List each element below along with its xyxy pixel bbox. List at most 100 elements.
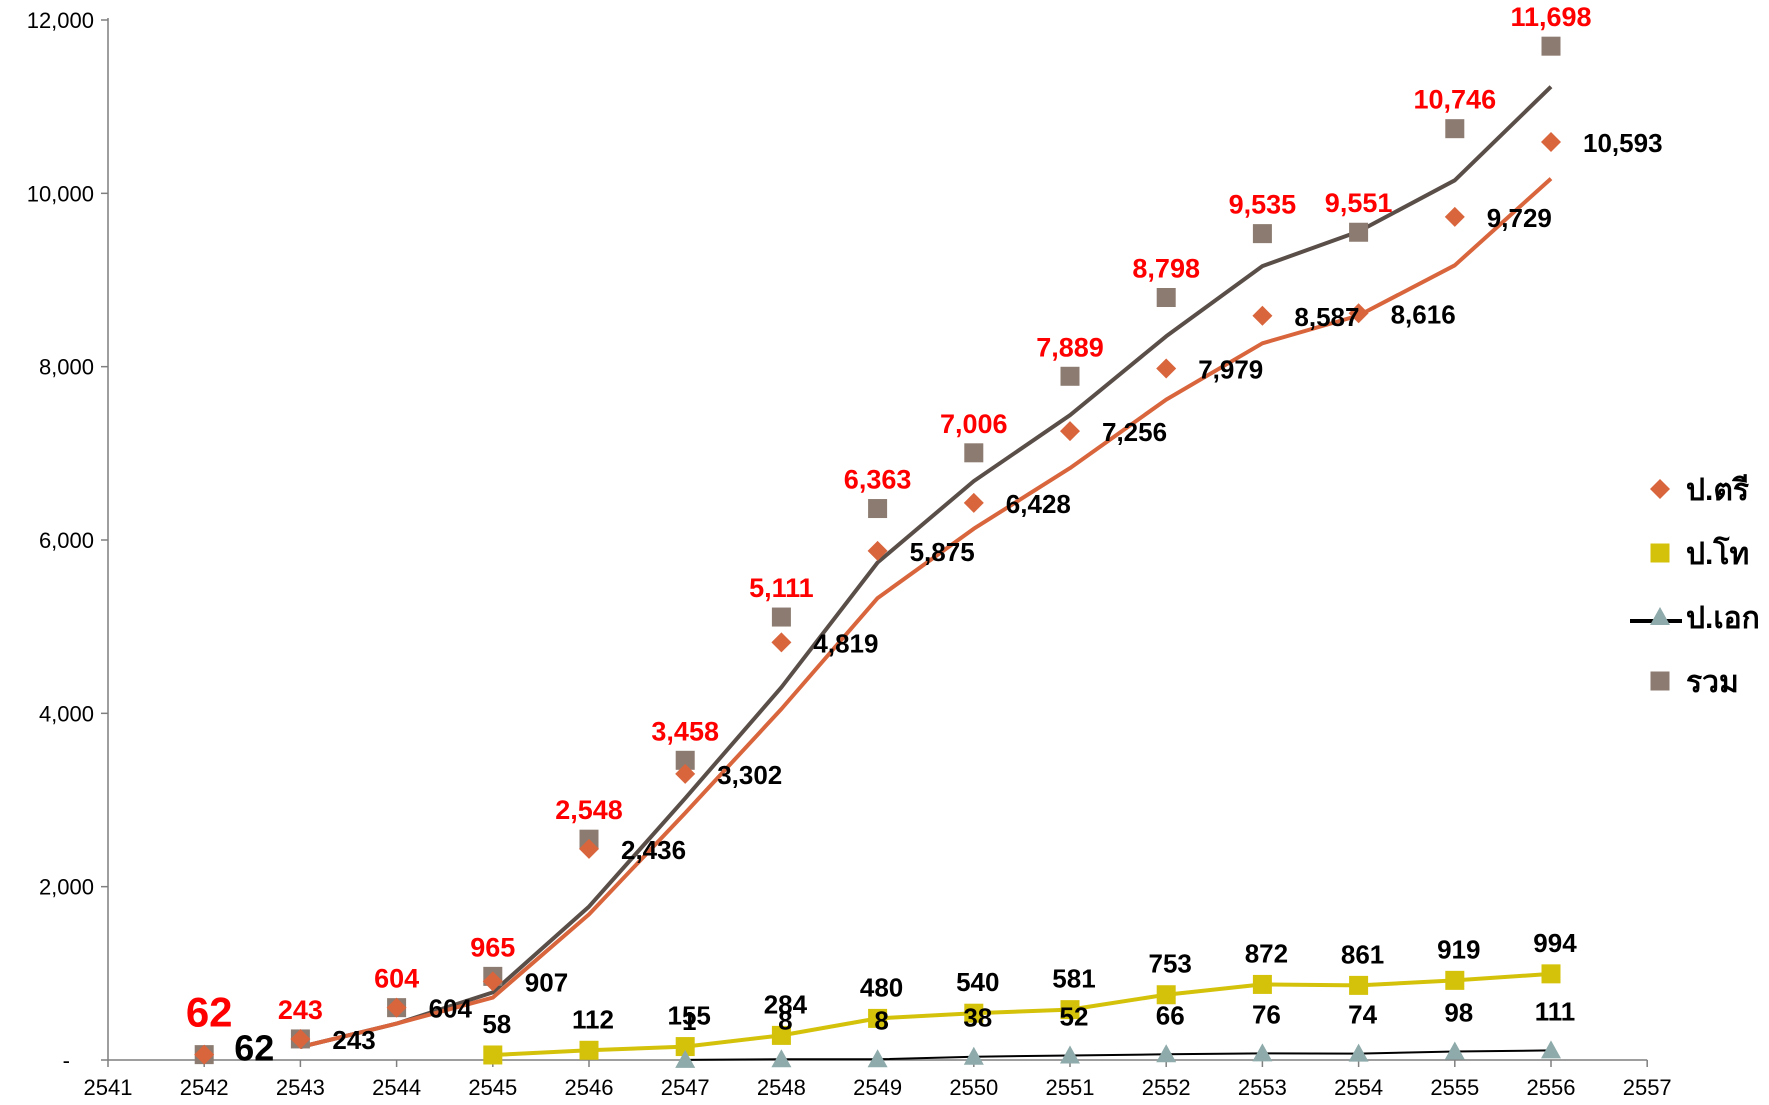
bachelor-point: [1444, 206, 1465, 227]
y-tick-label: 8,000: [39, 355, 94, 380]
legend-label: ป.เอก: [1686, 602, 1760, 635]
phd-data-label: 38: [963, 1003, 992, 1033]
bachelor-data-label: 10,593: [1583, 128, 1663, 158]
phd-point: [963, 1046, 984, 1065]
total-data-label: 62: [186, 989, 233, 1036]
total-point: [1252, 224, 1272, 244]
total-data-label: 7,889: [1036, 332, 1104, 362]
legend-swatch: [1650, 479, 1670, 499]
y-tick-label: 2,000: [39, 875, 94, 900]
master-point: [579, 1040, 599, 1060]
total-data-label: 7,006: [940, 409, 1008, 439]
legend-swatch: [1650, 543, 1670, 563]
bachelor-point: [1156, 358, 1177, 379]
x-tick-label: 2553: [1238, 1075, 1287, 1100]
total-point: [1060, 366, 1080, 386]
master-data-label: 753: [1149, 949, 1192, 979]
bachelor-data-label: 7,979: [1198, 354, 1263, 384]
phd-point: [1444, 1041, 1465, 1060]
master-data-label: 994: [1533, 928, 1577, 958]
bachelor-data-label: 4,819: [813, 628, 878, 658]
master-data-label: 872: [1245, 938, 1288, 968]
x-tick-label: 2549: [853, 1075, 902, 1100]
data-labels: 62 2436049652,5483,4585,1116,3637,0067,88…: [186, 2, 1663, 1068]
legend-item: รวม: [1650, 666, 1739, 699]
total-point: [1541, 36, 1561, 56]
legend-label: รวม: [1686, 666, 1739, 699]
phd-data-label: 8: [874, 1005, 888, 1035]
x-tick-label: 2546: [565, 1075, 614, 1100]
bachelor-data-label: 243: [332, 1025, 375, 1055]
phd-point: [1541, 1040, 1561, 1059]
bachelor-data-label: 2,436: [621, 835, 686, 865]
series-markers: [194, 36, 1561, 1068]
bachelor-line: [299, 177, 1553, 1049]
bachelor-data-label: 8,616: [1391, 299, 1456, 329]
phd-data-label: 76: [1252, 999, 1281, 1029]
total-data-label: 243: [278, 995, 323, 1025]
master-point: [1445, 970, 1465, 990]
legend-item: ป.ตรี: [1650, 474, 1749, 507]
bachelor-point: [1252, 305, 1273, 326]
bachelor-point: [1060, 421, 1080, 442]
legend-label: ป.โท: [1686, 535, 1749, 571]
bachelor-point: [290, 1028, 311, 1049]
master-data-label: 919: [1437, 934, 1480, 964]
master-point: [868, 1008, 888, 1028]
phd-point: [1252, 1043, 1273, 1062]
total-data-label: 5,111: [749, 573, 814, 603]
total-point: [964, 443, 984, 463]
bachelor-data-label: 3,302: [717, 760, 782, 790]
master-point: [1252, 974, 1272, 994]
bachelor-data-label: 62: [234, 1028, 274, 1069]
y-tick-label: -: [63, 1048, 70, 1073]
master-line: [492, 971, 1552, 1057]
total-point: [1156, 288, 1176, 308]
axes: - 2,000 4,000 6,000 8,000 10,000 12,000 2541 254…: [27, 8, 1672, 1100]
bachelor-data-label: 604: [429, 994, 473, 1024]
master-point: [675, 1037, 695, 1057]
x-tick-label: 2542: [180, 1075, 229, 1100]
total-data-label: 2,548: [555, 795, 623, 825]
x-tick-label: 2552: [1142, 1075, 1191, 1100]
master-point: [1349, 975, 1369, 995]
bachelor-data-label: 9,729: [1487, 203, 1552, 233]
phd-point: [675, 1049, 696, 1068]
x-tick-label: 2557: [1623, 1075, 1672, 1100]
master-point: [1060, 1000, 1080, 1020]
legend-swatch: [1650, 671, 1670, 691]
bachelor-point: [194, 1044, 215, 1065]
x-tick-label: 2551: [1046, 1075, 1095, 1100]
legend-item: ป.โท: [1650, 535, 1749, 571]
total-data-label: 6,363: [844, 465, 912, 495]
bachelor-data-label: 6,428: [1006, 489, 1071, 519]
x-tick-label: 2554: [1334, 1075, 1383, 1100]
bachelor-point: [1348, 303, 1369, 324]
x-tick-label: 2550: [949, 1075, 998, 1100]
bachelor-point: [1541, 131, 1561, 152]
legend-swatch: [1650, 607, 1670, 625]
master-data-label: 155: [668, 1001, 711, 1031]
phd-data-label: 66: [1156, 1000, 1185, 1030]
master-data-label: 861: [1341, 939, 1384, 969]
bachelor-point: [579, 838, 599, 859]
total-point: [771, 607, 791, 627]
total-data-label: 10,746: [1414, 85, 1497, 115]
bachelor-data-label: 5,875: [910, 537, 975, 567]
phd-data-label: 74: [1348, 1000, 1377, 1030]
y-tick-label: 6,000: [39, 528, 94, 553]
bachelor-point: [482, 971, 503, 992]
master-point: [1156, 985, 1176, 1005]
bachelor-point: [867, 540, 888, 561]
bachelor-point: [675, 763, 696, 784]
master-data-label: 540: [956, 967, 999, 997]
master-point: [771, 1025, 791, 1045]
master-data-label: 112: [572, 1004, 614, 1034]
total-point: [1445, 119, 1465, 139]
x-tick-label: 2556: [1527, 1075, 1576, 1100]
total-point: [1349, 222, 1369, 242]
x-tick-label: 2555: [1430, 1075, 1479, 1100]
x-tick-label: 2541: [84, 1075, 133, 1100]
phd-point: [1060, 1045, 1080, 1064]
